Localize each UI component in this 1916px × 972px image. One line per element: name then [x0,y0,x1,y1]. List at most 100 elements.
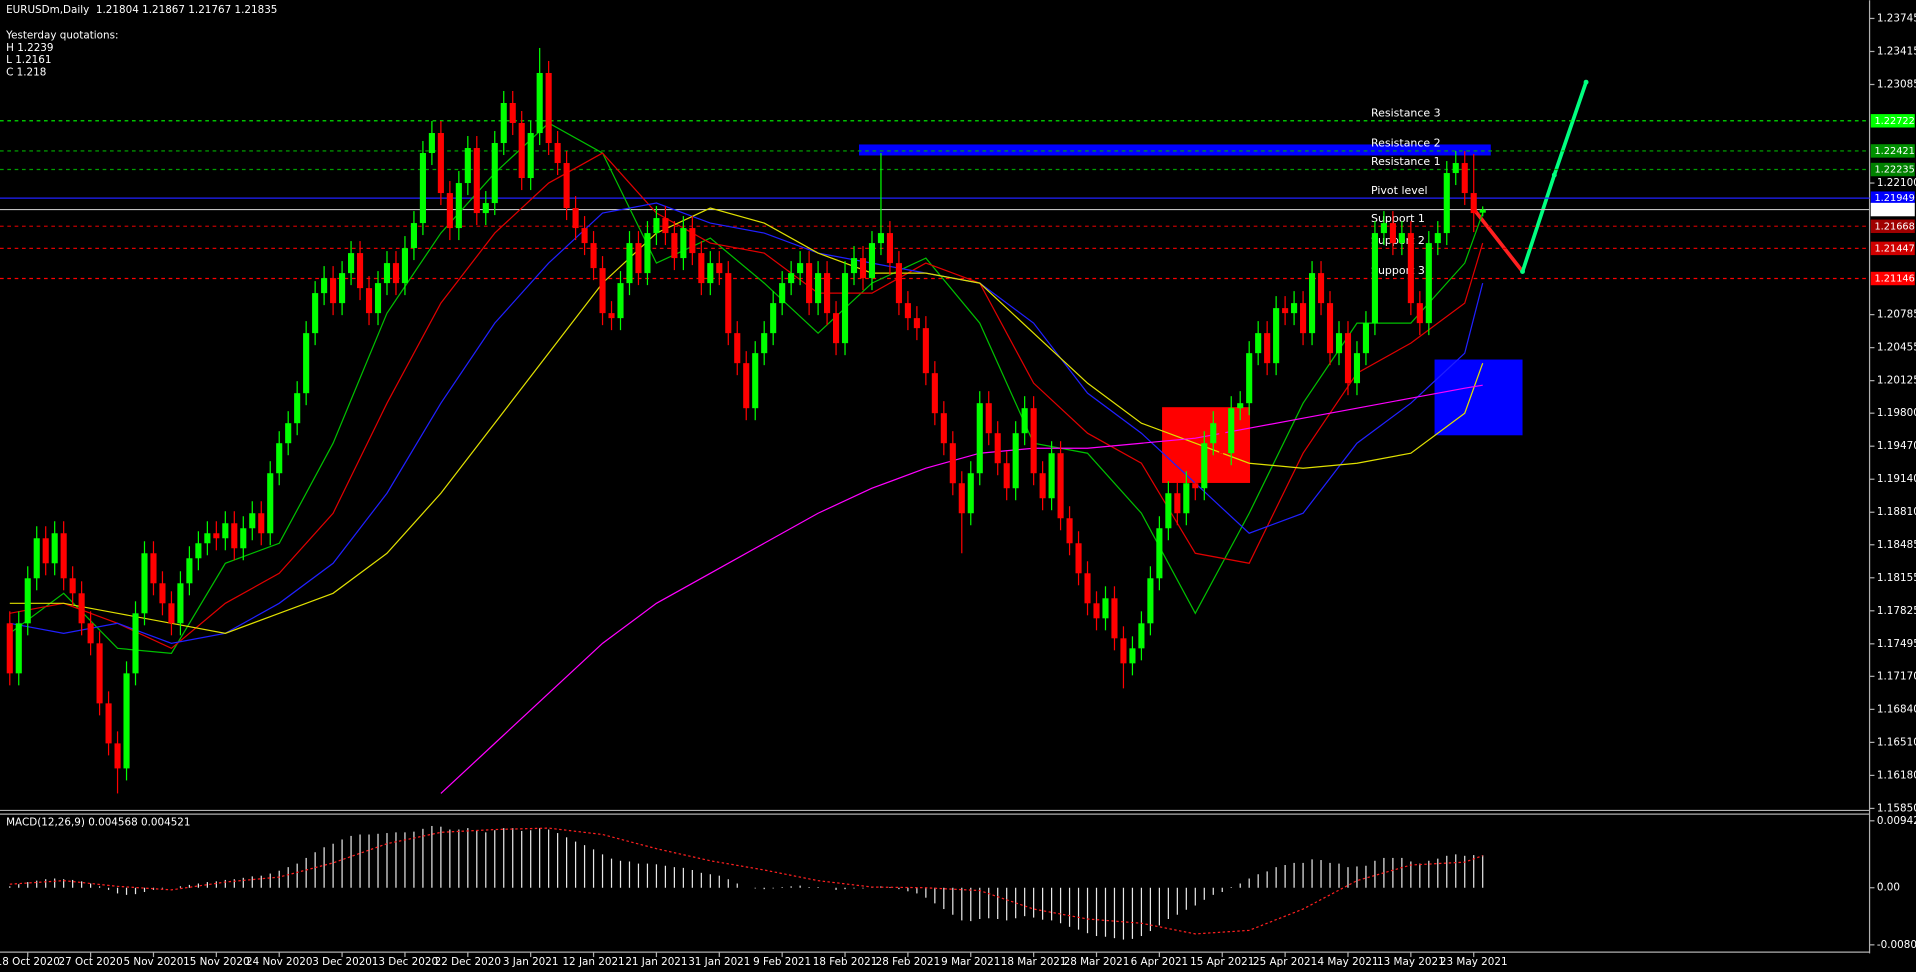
level-name: Support 1 [1371,212,1425,225]
candle-body [1084,573,1091,604]
level-name: Resistance 2 [1371,137,1441,150]
y-tick-label: 1.17170 [1877,670,1916,682]
candle-body [1452,163,1459,174]
candle-body [1102,598,1109,619]
x-tick-label: 3 Jan 2021 [503,956,559,968]
y-tick-label: 1.23745 [1877,12,1916,24]
y-tick-label: 1.19140 [1877,473,1916,485]
level-label: 1.21447 [1874,243,1914,254]
x-tick-label: 12 Jan 2021 [562,956,624,968]
candle-body [671,233,678,259]
blue-box [1434,359,1523,436]
candle-body [527,133,534,179]
candle-body [509,103,516,124]
candle-body [1165,493,1172,529]
red-arrow [1473,209,1524,273]
candle-body [482,203,489,214]
candle-body [392,263,400,284]
candle-body [1057,453,1064,519]
candle-body [491,143,498,204]
y-tick-label: 1.20125 [1877,375,1916,387]
candle-body [734,333,741,364]
candle-body [231,523,238,549]
candle-body [60,533,67,579]
candle-body [105,703,112,744]
y-tick-label: 1.22100 [1877,177,1916,189]
candle-body [815,273,822,304]
candle-body [240,528,247,549]
candle-body [752,353,759,409]
y-tick-label: 1.19800 [1877,407,1916,419]
candle-body [1210,423,1217,444]
candle-body [401,248,409,284]
candle-body [832,313,840,344]
candle-body [1228,408,1235,454]
candle-body [186,558,193,584]
y-tick-label: 1.17825 [1877,605,1916,617]
level-label-box [1870,271,1915,286]
candle-body [321,278,328,294]
candle-body [330,278,337,304]
x-tick-label: 24 Nov 2020 [246,956,312,968]
candle-body [1021,408,1028,434]
candle-body [419,153,426,224]
candle-body [841,273,849,344]
candle-body [168,603,175,624]
x-tick-label: 13 Dec 2020 [372,956,438,968]
candle-body [797,263,804,274]
candle-body [779,283,786,304]
candle-body [1237,403,1244,409]
candle-body [87,623,94,644]
price-label-box [1870,202,1915,217]
level-label-box [1870,241,1915,256]
candle-body [1120,638,1127,664]
level-name: Support 3 [1371,264,1425,277]
candle-body [608,313,615,319]
candle-body [1192,483,1199,489]
candle-body [1201,443,1208,489]
candle-body [303,333,310,394]
candle-body [1156,528,1163,579]
candle-body [1362,323,1369,354]
candle-body [886,233,893,264]
moving-average [9,207,1484,634]
candle-body [1129,648,1136,664]
candle-body [518,123,525,179]
y-tick-label: 1.23085 [1877,78,1916,90]
candle-body [258,513,265,534]
candle-body [1425,243,1432,324]
level-name: Support 2 [1371,234,1425,247]
candle-body [904,303,911,319]
y-tick-label: 1.20455 [1877,342,1916,354]
candle-body [1300,303,1307,334]
level-name: Resistance 1 [1371,155,1441,168]
candle-body [213,533,220,539]
candle-body [1264,333,1271,364]
candle-body [958,483,965,514]
candle-body [33,538,40,579]
candle-body [267,473,274,534]
projection-point [1520,269,1525,274]
candle-body [132,613,139,674]
y-tick-label: 1.18155 [1877,572,1916,584]
candle-body [204,533,211,544]
moving-average [9,122,1484,654]
candle-body [69,578,76,594]
candle-body [653,218,660,234]
candle-body [877,233,885,244]
chart-title: EURUSDm,Daily 1.21804 1.21867 1.21767 1.… [6,4,277,16]
candle-body [356,253,364,289]
candle-body [1066,518,1073,544]
candle-body [150,553,157,584]
candle-body [1093,603,1100,619]
candle-body [985,403,992,434]
candle-body [114,743,121,769]
candle-body [689,228,696,254]
candle-body [563,163,570,209]
candle-body [1048,453,1055,499]
candle-body [536,72,543,134]
x-tick-label: 18 Oct 2020 [0,956,60,968]
candle-body [554,143,561,164]
y-tick-label: 1.15850 [1877,802,1916,814]
y-tick-label: 1.16510 [1877,736,1916,748]
